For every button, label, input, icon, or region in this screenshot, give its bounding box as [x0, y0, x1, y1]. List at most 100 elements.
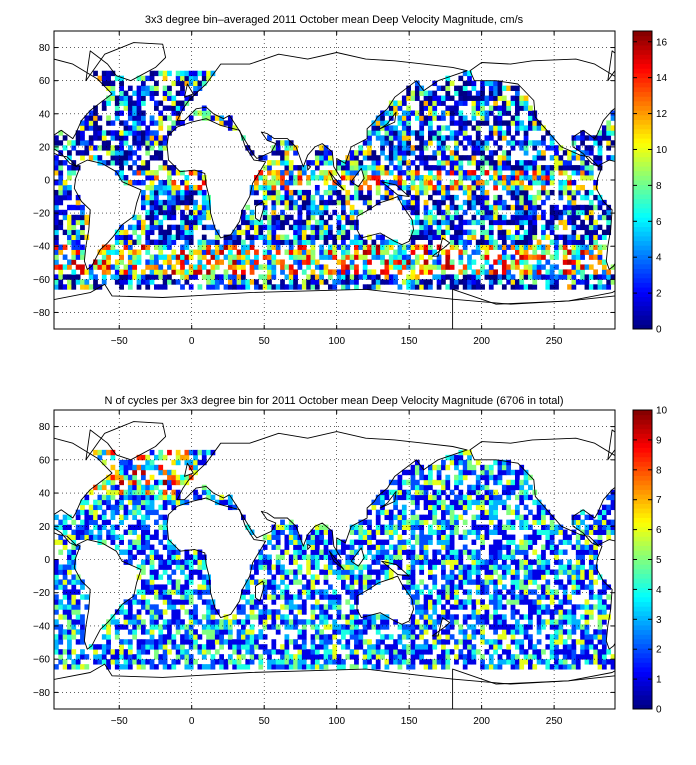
data-cell: [450, 574, 455, 579]
data-cell: [324, 225, 329, 230]
data-cell: [489, 135, 494, 140]
data-cell: [154, 150, 159, 155]
data-cell: [441, 460, 446, 465]
data-cell: [128, 96, 133, 101]
data-cell: [424, 215, 429, 220]
data-cell: [415, 480, 420, 485]
data-cell: [471, 205, 476, 210]
data-cell: [380, 255, 385, 260]
data-cell: [493, 125, 498, 130]
data-cell: [171, 210, 176, 215]
data-cell: [476, 180, 481, 185]
data-cell: [389, 654, 394, 659]
data-cell: [585, 190, 590, 195]
data-cell: [515, 200, 520, 205]
data-cell: [302, 170, 307, 175]
data-cell: [467, 259, 472, 264]
data-cell: [137, 225, 142, 230]
data-cell: [193, 86, 198, 91]
data-cell: [606, 284, 611, 289]
data-cell: [411, 274, 416, 279]
data-cell: [580, 140, 585, 145]
data-cell: [606, 215, 611, 220]
data-cell: [371, 654, 376, 659]
data-cell: [467, 279, 472, 284]
data-cell: [537, 259, 542, 264]
data-cell: [493, 279, 498, 284]
data-cell: [124, 140, 129, 145]
data-cell: [554, 274, 559, 279]
data-cell: [572, 200, 577, 205]
data-cell: [202, 225, 207, 230]
data-cell: [363, 619, 368, 624]
data-cell: [150, 140, 155, 145]
data-cell: [54, 664, 59, 669]
data-cell: [154, 140, 159, 145]
data-cell: [293, 664, 298, 669]
data-cell: [402, 259, 407, 264]
data-cell: [167, 629, 172, 634]
data-cell: [550, 240, 555, 245]
data-cell: [97, 130, 102, 135]
data-cell: [411, 200, 416, 205]
data-cell: [63, 180, 68, 185]
data-cell: [193, 555, 198, 560]
data-cell: [350, 220, 355, 225]
data-cell: [154, 195, 159, 200]
data-cell: [398, 145, 403, 150]
data-cell: [345, 215, 350, 220]
data-cell: [445, 594, 450, 599]
data-cell: [493, 81, 498, 86]
data-cell: [389, 145, 394, 150]
data-cell: [572, 220, 577, 225]
data-cell: [376, 180, 381, 185]
data-cell: [432, 510, 437, 515]
data-cell: [163, 599, 168, 604]
data-cell: [324, 659, 329, 664]
data-cell: [145, 235, 150, 240]
data-cell: [328, 185, 333, 190]
data-cell: [454, 505, 459, 510]
data-cell: [141, 505, 146, 510]
data-cell: [245, 284, 250, 289]
data-cell: [132, 659, 137, 664]
data-cell: [385, 140, 390, 145]
data-cell: [437, 235, 442, 240]
data-cell: [498, 96, 503, 101]
data-cell: [328, 560, 333, 565]
data-cell: [167, 255, 172, 260]
data-cell: [424, 96, 429, 101]
data-cell: [324, 574, 329, 579]
data-cell: [580, 185, 585, 190]
data-cell: [280, 259, 285, 264]
data-cell: [271, 185, 276, 190]
data-cell: [545, 269, 550, 274]
data-cell: [398, 654, 403, 659]
data-cell: [154, 455, 159, 460]
data-cell: [67, 140, 72, 145]
data-cell: [419, 515, 424, 520]
data-cell: [198, 264, 203, 269]
data-cell: [154, 654, 159, 659]
data-cell: [585, 160, 590, 165]
data-cell: [111, 250, 116, 255]
data-cell: [506, 235, 511, 240]
data-cell: [358, 540, 363, 545]
data-cell: [102, 500, 107, 505]
data-cell: [171, 609, 176, 614]
data-cell: [145, 609, 150, 614]
colorbar-segment: [633, 152, 652, 157]
data-cell: [198, 574, 203, 579]
data-cell: [276, 659, 281, 664]
data-cell: [276, 624, 281, 629]
data-cell: [306, 175, 311, 180]
data-cell: [558, 215, 563, 220]
colorbar-segment: [633, 301, 652, 306]
data-cell: [454, 230, 459, 235]
data-cell: [167, 190, 172, 195]
data-cell: [471, 140, 476, 145]
data-cell: [406, 525, 411, 530]
data-cell: [454, 170, 459, 175]
data-cell: [506, 190, 511, 195]
data-cell: [137, 540, 142, 545]
